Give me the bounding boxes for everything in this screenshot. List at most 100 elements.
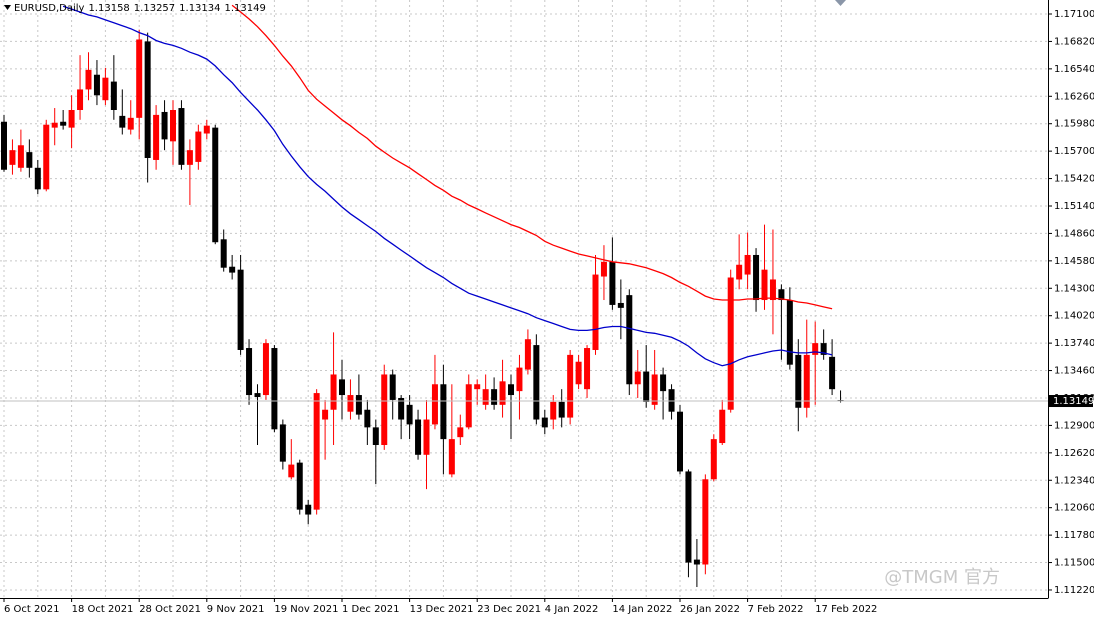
candle-body [85, 69, 92, 90]
candle-body [34, 167, 41, 190]
candle-body [127, 117, 134, 130]
candle-body [136, 39, 143, 118]
candle-body [491, 389, 498, 405]
x-tick-label: 9 Nov 2021 [207, 604, 265, 615]
candle-body [499, 381, 506, 405]
candle-body [220, 239, 227, 268]
y-tick-label: 1.13740 [1054, 338, 1094, 349]
y-tick-label: 1.11220 [1054, 585, 1094, 596]
candle-body [119, 115, 126, 128]
candle-body [60, 121, 67, 126]
y-tick-label: 1.12060 [1054, 503, 1094, 514]
x-tick-label: 14 Jan 2022 [612, 604, 672, 615]
x-tick-label: 6 Oct 2021 [4, 604, 59, 615]
y-tick-label: 1.12340 [1054, 475, 1094, 486]
candle-body [541, 417, 548, 428]
candle-body [246, 348, 253, 396]
candle-body [170, 110, 176, 142]
candle-body [93, 74, 100, 96]
candle-body [820, 343, 827, 355]
candle-body [550, 401, 557, 420]
plot [0, 4, 1048, 588]
candle-body [457, 427, 464, 438]
candle-body [575, 361, 582, 385]
candle-body [786, 300, 793, 365]
candle-body [51, 122, 58, 128]
candle-body [77, 89, 84, 111]
candle-body [423, 419, 430, 455]
candle-body [524, 339, 531, 370]
candle-body [43, 124, 50, 190]
candle-body [296, 462, 303, 510]
candle-body [254, 393, 261, 398]
y-tick-label: 1.14580 [1054, 256, 1094, 267]
x-tick-label: 23 Dec 2021 [477, 604, 541, 615]
x-tick-label: 7 Feb 2022 [748, 604, 804, 615]
y-tick-label: 1.16260 [1054, 91, 1094, 102]
candle-body [330, 374, 337, 410]
open-value: 1.13158 [88, 3, 129, 14]
candle-body [567, 354, 574, 418]
y-tick-label: 1.14020 [1054, 311, 1094, 322]
candle-body [279, 424, 286, 462]
candle-body [339, 379, 345, 396]
candle-body [685, 471, 692, 563]
candle-body [482, 389, 489, 405]
watermark: @TMGM 官方 [884, 567, 1000, 588]
y-tick-label: 1.15420 [1054, 174, 1094, 185]
candle-body [727, 277, 734, 410]
moving-average [231, 4, 833, 310]
candle-body [508, 384, 514, 396]
candle-body [178, 108, 185, 165]
candle-body [389, 374, 396, 400]
y-tick-label: 1.16540 [1054, 64, 1094, 75]
candle-body [229, 266, 236, 273]
low-value: 1.13134 [179, 3, 220, 14]
candle-body [153, 114, 160, 160]
candle-body [769, 279, 776, 301]
candle-body [431, 384, 438, 425]
candle-body [609, 261, 616, 305]
symbol: EURUSD,Daily [14, 3, 85, 14]
candle-body [592, 274, 599, 350]
candle-body [262, 343, 269, 396]
candle-body [702, 479, 709, 565]
candle-body [17, 145, 24, 168]
candle-body [9, 150, 16, 165]
candle-body [753, 254, 760, 301]
high-value: 1.13257 [134, 3, 175, 14]
price-tag [1049, 395, 1093, 408]
close-value: 1.13149 [225, 3, 266, 14]
candle-body [372, 427, 379, 445]
candle-body [803, 354, 810, 408]
candle-body [203, 125, 210, 134]
candle-body [778, 289, 785, 301]
candle-body [448, 439, 455, 475]
shift-marker[interactable] [835, 0, 846, 6]
candle-body [693, 559, 700, 565]
x-tick-label: 13 Dec 2021 [410, 604, 474, 615]
candle-body [195, 131, 202, 162]
candle-body [347, 395, 354, 412]
candle-body [1, 121, 7, 170]
header: EURUSD,Daily 1.13158 1.13257 1.13134 1.13149 [14, 3, 266, 14]
menu-icon[interactable] [4, 5, 11, 10]
candle-body [474, 384, 481, 390]
y-tick-label: 1.12900 [1054, 420, 1094, 431]
y-tick-label: 1.15140 [1054, 201, 1094, 212]
candle-body [322, 409, 329, 420]
y-tick-label: 1.14300 [1054, 283, 1094, 294]
candle-body [144, 41, 151, 158]
x-tick-label: 19 Nov 2021 [274, 604, 338, 615]
x-tick-label: 18 Oct 2021 [72, 604, 134, 615]
candle-body [634, 371, 641, 385]
candle-body [313, 393, 320, 510]
candle-body [102, 77, 109, 101]
x-tick-label: 17 Feb 2022 [815, 604, 877, 615]
candle-body [271, 348, 278, 430]
candle-body [617, 302, 624, 308]
candle-body [761, 269, 768, 301]
candle-body [736, 264, 743, 280]
